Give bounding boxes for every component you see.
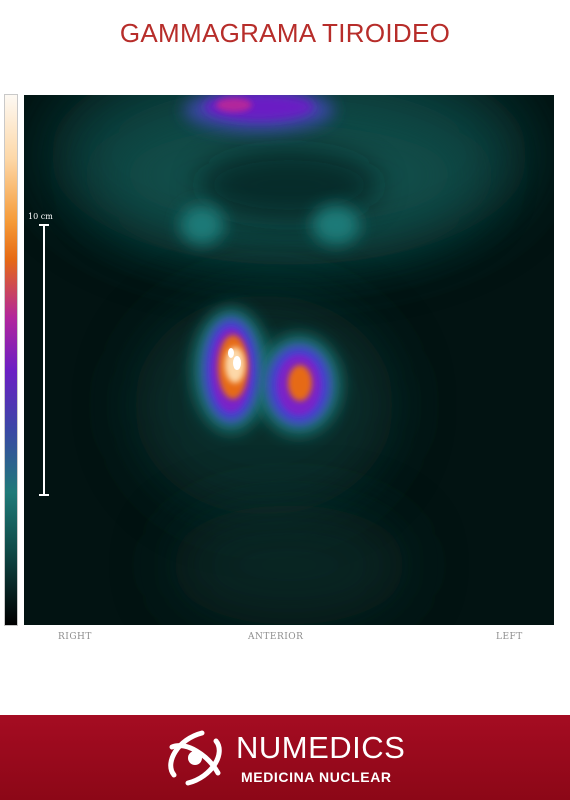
intensity-colorbar [4, 94, 18, 626]
view-label-anterior: ANTERIOR [248, 632, 304, 642]
oral-uptake [184, 95, 334, 132]
scale-bar-label: 10 cm [28, 212, 53, 221]
atom-person-icon [162, 725, 228, 796]
brand-name: NUMEDICS [236, 730, 406, 765]
thyroid-scintigraphy-image [24, 95, 554, 625]
thyroid-gland-uptake [193, 308, 341, 435]
scale-bar [39, 224, 49, 496]
page-title: GAMMAGRAMA TIROIDEO [119, 18, 451, 48]
chest-background-uptake [169, 505, 409, 625]
scan-image-svg [24, 95, 554, 625]
submandibular-glands [180, 205, 360, 245]
brand-subtitle: MEDICINA NUCLEAR [241, 769, 392, 785]
orientation-label-left: LEFT [496, 632, 523, 642]
orientation-label-right: RIGHT [58, 632, 92, 642]
footer-banner: NUMEDICS MEDICINA NUCLEAR [0, 715, 570, 800]
